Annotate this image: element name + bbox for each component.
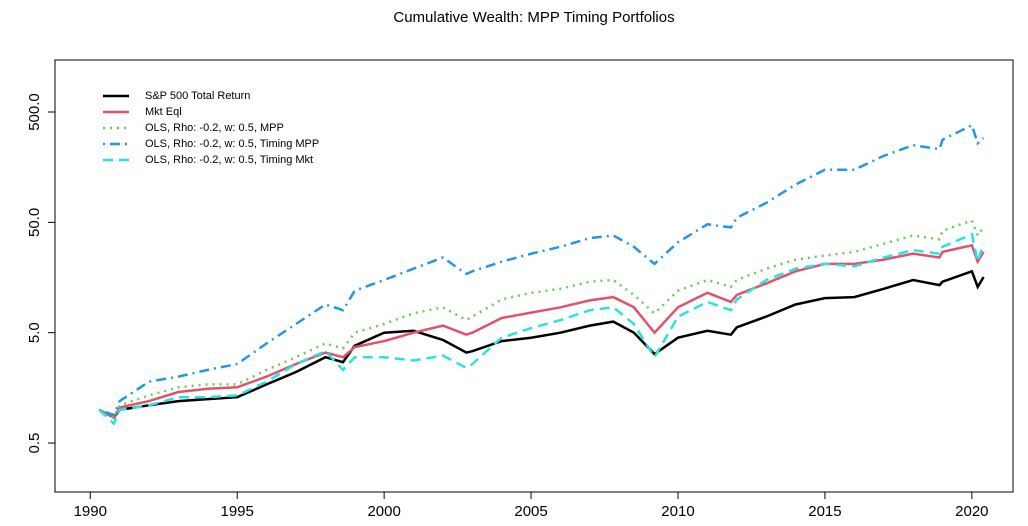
y-tick-label: 0.5	[26, 433, 43, 454]
x-tick-label: 1995	[221, 503, 254, 520]
x-tick-label: 2020	[955, 503, 988, 520]
y-tick-label: 5.0	[26, 322, 43, 343]
y-tick-label: 500.0	[26, 93, 43, 131]
x-tick-label: 2000	[367, 503, 400, 520]
series-line	[98, 269, 985, 420]
chart-title: Cumulative Wealth: MPP Timing Portfolios	[393, 9, 674, 26]
legend-label: OLS, Rho: -0.2, w: 0.5, Timing MPP	[145, 138, 319, 150]
plot-frame	[54, 59, 1014, 493]
series-line	[98, 243, 985, 420]
x-tick-label: 2010	[661, 503, 694, 520]
legend-label: OLS, Rho: -0.2, w: 0.5, Timing Mkt	[145, 154, 313, 166]
legend-label: S&P 500 Total Return	[145, 90, 250, 102]
series-line	[98, 218, 985, 420]
series-line	[98, 232, 985, 426]
legend-label: Mkt Eql	[145, 106, 182, 118]
x-tick-label: 2005	[514, 503, 547, 520]
x-tick-label: 1990	[74, 503, 107, 520]
y-tick-label: 50.0	[26, 208, 43, 237]
legend-label: OLS, Rho: -0.2, w: 0.5, MPP	[145, 122, 284, 134]
series-line	[98, 123, 985, 417]
x-tick-label: 2015	[808, 503, 841, 520]
